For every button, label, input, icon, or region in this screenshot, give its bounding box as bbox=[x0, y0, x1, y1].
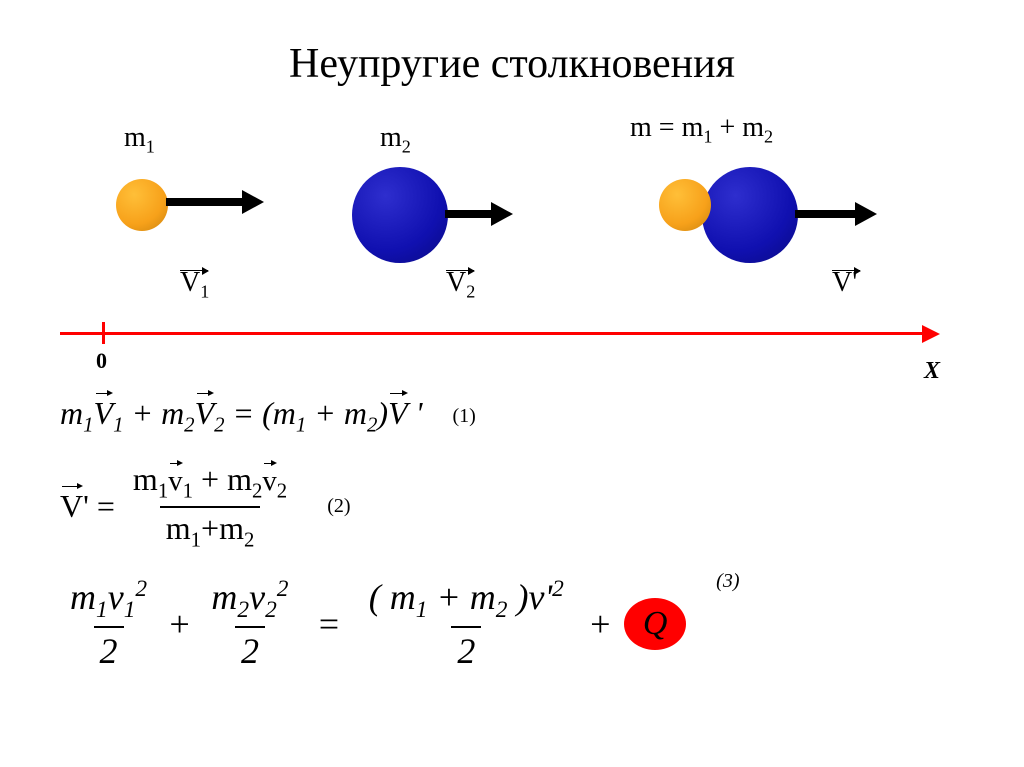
heat-q-badge: Q bbox=[624, 598, 686, 650]
arrowhead-icon bbox=[242, 190, 264, 214]
axis-line bbox=[60, 332, 926, 335]
axis-x-label: X bbox=[924, 358, 940, 385]
mass-ball bbox=[702, 167, 798, 263]
velocity-label: V' bbox=[832, 270, 860, 299]
velocity-arrow-icon bbox=[445, 210, 491, 218]
mass-ball bbox=[116, 179, 168, 231]
page-title: Неупругие столкновения bbox=[0, 40, 1024, 88]
mass-label: m1 bbox=[124, 122, 155, 158]
velocity-label: V2 bbox=[446, 270, 475, 303]
eq2-denominator: m1+m2 bbox=[160, 506, 261, 552]
eq2-numerator: m1v1 + m2v2 bbox=[127, 461, 293, 505]
equation-1: m1V1 + m2V2 = (m1 + m2)V ' (1) bbox=[60, 395, 960, 437]
eq3-t1-num: m1v12 bbox=[64, 576, 153, 626]
collision-diagram: 0 X m1m2m = m1 + m2V1V2V' bbox=[60, 120, 960, 360]
eq3-term2: m2v22 2 bbox=[205, 576, 294, 672]
axis-tick bbox=[102, 322, 105, 344]
arrowhead-icon bbox=[855, 202, 877, 226]
mass-ball bbox=[352, 167, 448, 263]
equation-3: m1v12 2 + m2v22 2 = ( m1 + m2 )v'2 2 + Q… bbox=[60, 576, 960, 672]
eq2-number: (2) bbox=[327, 495, 350, 518]
velocity-arrow-icon bbox=[795, 210, 855, 218]
plus-icon: + bbox=[167, 603, 191, 645]
eq3-rhs-den: 2 bbox=[451, 626, 481, 672]
equation-2: V' = m1v1 + m2v2 m1+m2 (2) bbox=[60, 461, 960, 552]
eq2-fraction: m1v1 + m2v2 m1+m2 bbox=[127, 461, 293, 552]
mass-ball bbox=[659, 179, 711, 231]
eq3-t2-den: 2 bbox=[235, 626, 265, 672]
eq2-lhs: V' = bbox=[60, 488, 115, 525]
mass-label: m = m1 + m2 bbox=[630, 112, 773, 148]
equals-icon: = bbox=[316, 603, 340, 645]
x-axis: 0 X bbox=[60, 320, 940, 350]
velocity-arrow-icon bbox=[166, 198, 242, 206]
axis-origin-label: 0 bbox=[96, 348, 107, 374]
velocity-label: V1 bbox=[180, 270, 209, 303]
eq3-t1-den: 2 bbox=[94, 626, 124, 672]
mass-label: m2 bbox=[380, 122, 411, 158]
equations-block: m1V1 + m2V2 = (m1 + m2)V ' (1) V' = m1v1… bbox=[60, 395, 960, 696]
axis-arrow-icon bbox=[922, 325, 940, 343]
eq3-t2-num: m2v22 bbox=[205, 576, 294, 626]
eq1-expr: m1V1 + m2V2 = (m1 + m2)V ' bbox=[60, 395, 422, 437]
arrowhead-icon bbox=[491, 202, 513, 226]
eq1-number: (1) bbox=[452, 405, 475, 428]
eq3-number: (3) bbox=[716, 570, 739, 593]
eq3-rhs: ( m1 + m2 )v'2 2 bbox=[363, 576, 570, 672]
plus-icon: + bbox=[588, 603, 612, 645]
eq3-rhs-num: ( m1 + m2 )v'2 bbox=[363, 576, 570, 626]
eq3-term1: m1v12 2 bbox=[64, 576, 153, 672]
